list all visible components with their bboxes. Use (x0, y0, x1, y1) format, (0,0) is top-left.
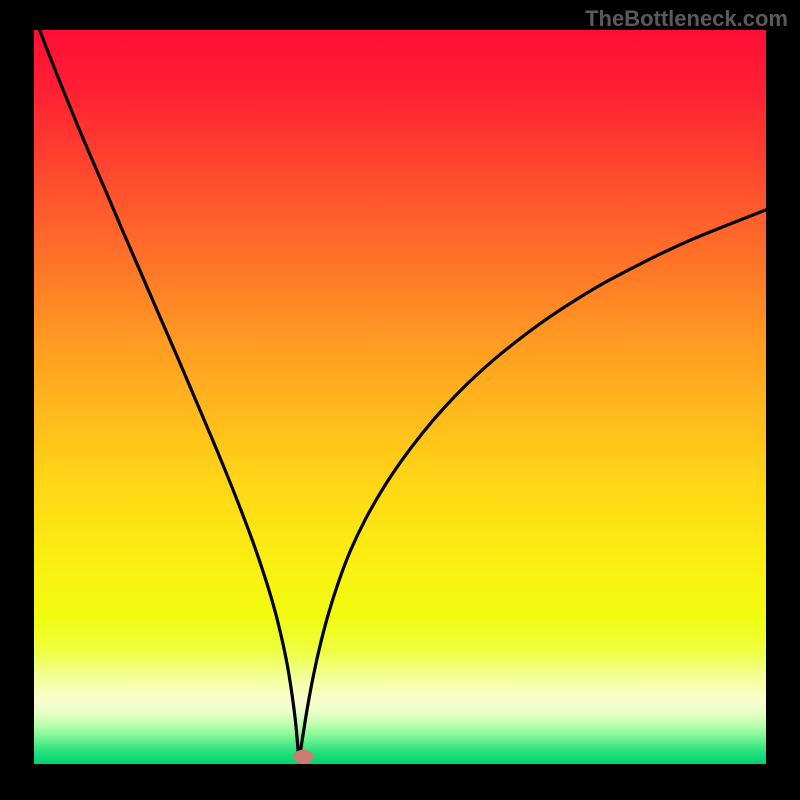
optimum-marker (293, 750, 313, 764)
bottleneck-chart (34, 30, 766, 764)
gradient-background (34, 30, 766, 764)
watermark-text: TheBottleneck.com (585, 6, 788, 32)
chart-container: TheBottleneck.com (0, 0, 800, 800)
